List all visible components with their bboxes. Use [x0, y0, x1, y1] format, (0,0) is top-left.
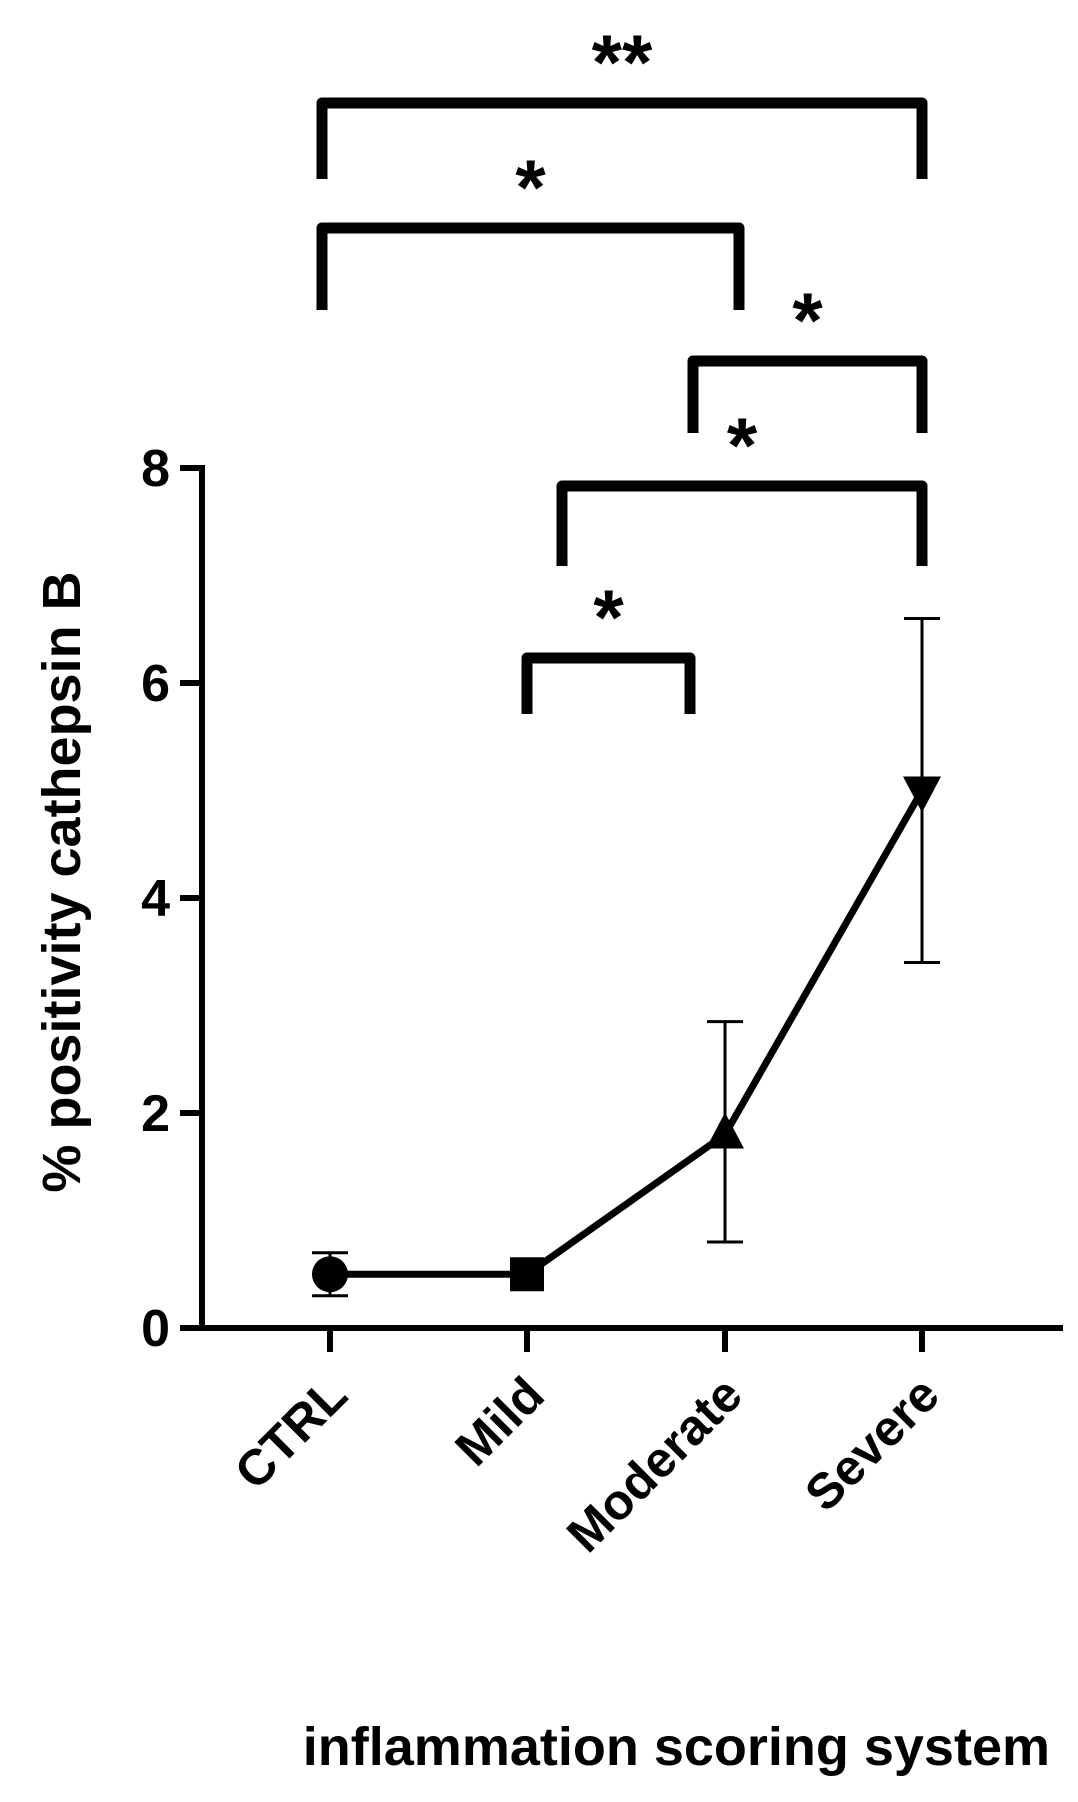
y-tick-label: 4	[141, 870, 170, 928]
y-tick-label: 0	[141, 1300, 170, 1358]
significance-label: *	[792, 276, 823, 364]
significance-bracket	[316, 222, 745, 310]
data-point-circle	[312, 1256, 348, 1293]
y-ticks: 0 2 4 6 8	[141, 440, 202, 1358]
data-point-square	[510, 1257, 544, 1292]
significance-bracket	[521, 652, 696, 714]
x-tick-label: Mild	[444, 1366, 554, 1476]
x-tick-label: Moderate	[556, 1366, 753, 1563]
significance-bracket	[556, 480, 928, 566]
significance-label: **	[592, 18, 653, 106]
data-point-triangle-up	[706, 1112, 744, 1149]
x-axis-label: inflammation scoring system	[303, 1717, 1050, 1777]
x-categories: CTRL Mild Moderate Severe	[224, 1328, 950, 1563]
series	[312, 617, 941, 1298]
series-line	[330, 788, 926, 1278]
data-point-triangle-down	[903, 776, 941, 813]
significance-label: *	[515, 143, 546, 231]
significance-label: *	[593, 573, 624, 661]
significance-bracket	[687, 355, 928, 433]
x-tick-label: CTRL	[224, 1366, 358, 1500]
x-tick-label: Severe	[794, 1366, 950, 1522]
significance-brackets: ******	[316, 18, 928, 714]
significance-bracket	[316, 97, 928, 179]
y-tick-label: 2	[141, 1085, 170, 1143]
y-tick-label: 8	[141, 440, 170, 498]
y-tick-label: 6	[141, 655, 170, 713]
significance-label: *	[727, 401, 758, 489]
y-axis-label: % positivity cathepsin B	[32, 571, 92, 1192]
